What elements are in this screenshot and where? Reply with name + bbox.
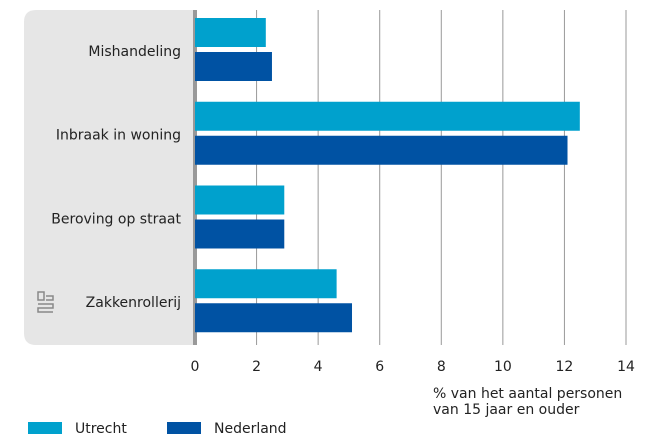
x-tick-label: 4 [314, 359, 323, 375]
bar [195, 52, 272, 81]
x-tick-label: 14 [617, 359, 635, 375]
x-tick-label: 8 [437, 359, 446, 375]
bar [195, 18, 266, 47]
legend-label: Nederland [214, 421, 287, 437]
x-tick-label: 6 [375, 359, 384, 375]
category-panel [24, 10, 195, 345]
x-tick-label: 2 [252, 359, 261, 375]
legend-swatch [167, 422, 201, 434]
bar [195, 219, 285, 249]
bar [195, 185, 285, 215]
category-label: Beroving op straat [51, 211, 181, 227]
category-label: Zakkenrollerij [86, 295, 181, 311]
x-axis-label: % van het aantal personen [433, 386, 622, 402]
bar [195, 101, 580, 131]
category-label: Inbraak in woning [56, 128, 181, 144]
bar [195, 269, 337, 299]
x-axis-label: van 15 jaar en ouder [433, 402, 580, 418]
bar [195, 303, 353, 333]
legend-swatch [28, 422, 62, 434]
x-tick-label: 12 [556, 359, 574, 375]
logo [37, 291, 54, 313]
x-tick-label: 10 [494, 359, 512, 375]
x-tick-label: 0 [191, 359, 200, 375]
category-label: Mishandeling [88, 44, 181, 60]
legend-label: Utrecht [75, 421, 127, 437]
bar [195, 135, 568, 165]
